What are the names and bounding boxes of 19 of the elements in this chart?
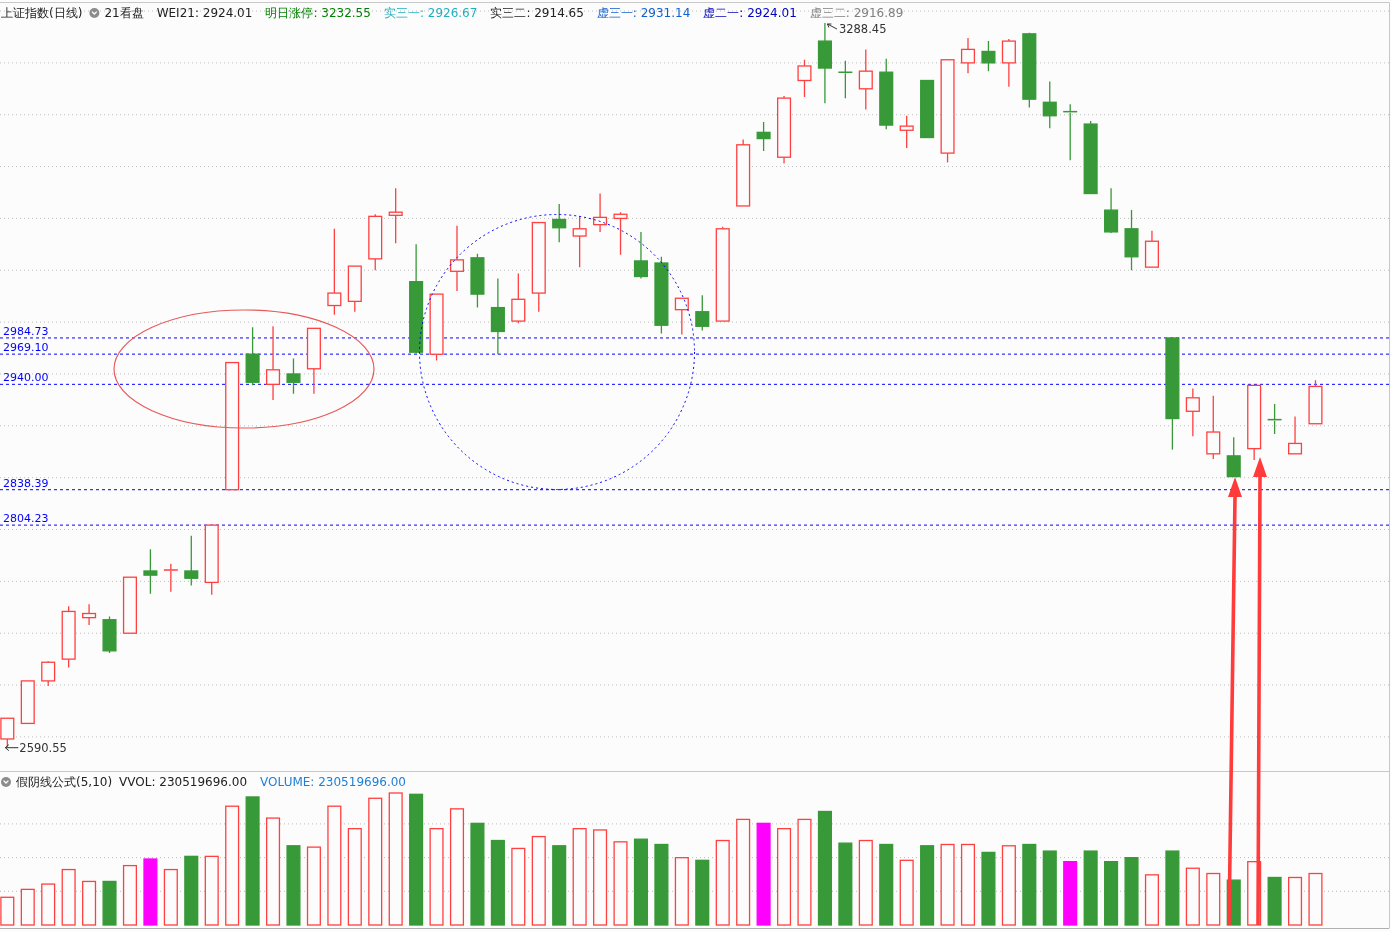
- text: 21看盘: [104, 6, 144, 20]
- chart-title: 假阴线公式(5,10): [16, 775, 113, 789]
- text: 实三一: 2926.67: [383, 6, 478, 20]
- ref-line-label: 2838.39: [3, 476, 49, 490]
- text: 虚二一: 2924.01: [703, 6, 797, 20]
- text: 虚三一: 2931.14: [596, 6, 691, 20]
- ref-line-label: 2804.23: [3, 512, 49, 526]
- text: VOLUME: 230519696.00: [260, 775, 406, 789]
- chart-title: 上证指数(日线): [1, 6, 83, 20]
- text: WEI21: 2924.01: [156, 6, 253, 20]
- annotation: 2590.55: [19, 740, 67, 755]
- ref-line-label: 2984.73: [3, 324, 49, 338]
- ref-line-label: 2969.10: [3, 341, 49, 355]
- annotation: 3288.45: [838, 22, 887, 36]
- text: 明日涨停: 3232.55: [265, 6, 371, 20]
- text: 虚三二: 2916.89: [809, 6, 904, 20]
- text: 实三二: 2914.65: [490, 6, 584, 20]
- ref-line-label: 2940.00: [3, 371, 49, 385]
- text: VVOL: 230519696.00: [119, 775, 248, 789]
